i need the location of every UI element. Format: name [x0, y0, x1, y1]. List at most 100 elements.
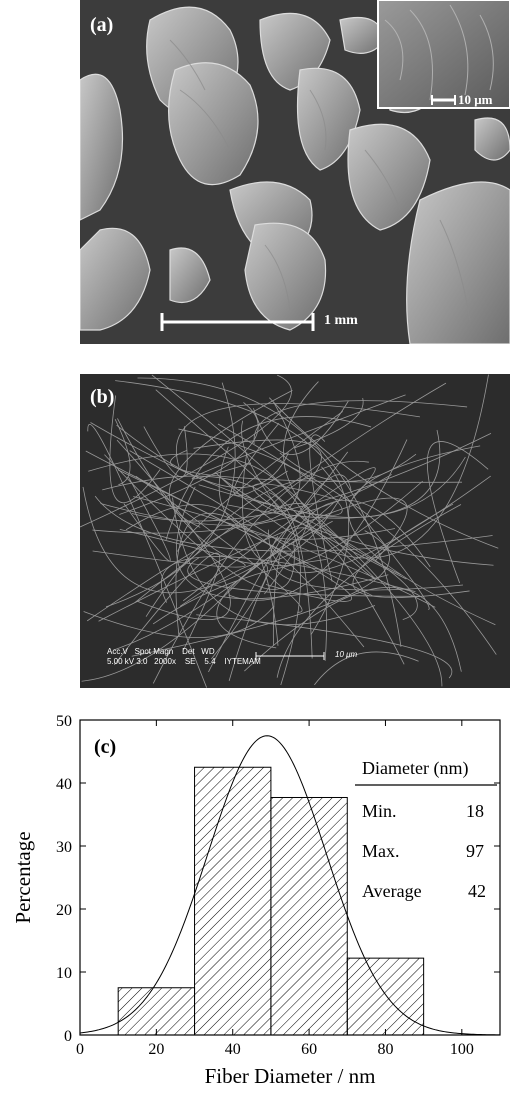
x-tick-label-40: 40 [225, 1041, 241, 1058]
axis-tick-labels: 0 20 40 60 80 100 0 10 20 30 40 50 [56, 713, 474, 1058]
nanofiber [152, 460, 369, 684]
nanofiber [143, 426, 188, 477]
scale-label-a: 1 mm [324, 313, 358, 328]
nanofiber [270, 535, 464, 591]
nanofiber [94, 495, 493, 552]
nanofiber [90, 422, 466, 518]
nanofiber [253, 400, 349, 455]
gaussian-fit-curve [79, 735, 501, 1036]
y-tick-label-30: 30 [56, 839, 72, 856]
panel-b-label: (b) [90, 386, 115, 408]
x-tick-label-20: 20 [148, 1041, 164, 1058]
nanofiber [133, 496, 436, 608]
nanofiber [88, 453, 327, 661]
nanofiber [193, 439, 322, 513]
x-tick-label-0: 0 [76, 1041, 84, 1058]
fiber-diameter-histogram: 0 20 40 60 80 100 0 10 20 30 40 50 Fiber Diameter /… [11, 713, 501, 1088]
nanofiber [182, 467, 376, 602]
nanofiber [215, 374, 489, 559]
nanofiber [253, 400, 468, 445]
nanofiber [268, 492, 313, 659]
nanofiber [175, 403, 420, 468]
y-tick-label-10: 10 [56, 965, 72, 982]
histogram-bar-1 [194, 766, 272, 1036]
x-tick-label-100: 100 [450, 1041, 474, 1058]
histogram-panel: 0 20 40 60 80 100 0 10 20 30 40 50 Fiber Diameter /… [0, 704, 510, 1093]
scale-bar-a [160, 313, 315, 331]
sem-image-b: (b) Acc.V Spot Magn Det WD 5.00 kV 3.0 2… [80, 374, 510, 688]
nanofiber [228, 439, 408, 601]
histogram-bars [117, 766, 425, 1036]
nanofiber [86, 503, 310, 622]
sem-image-a: (a) 10 μm 1 mm [80, 0, 510, 344]
inset-scale-label: 10 μm [458, 92, 493, 107]
nanofiber [198, 423, 343, 516]
nanofiber [176, 486, 389, 600]
nanofiber-network [80, 374, 499, 688]
table-header: Diameter (nm) [362, 758, 468, 779]
nanofiber [283, 381, 402, 576]
nanofiber [179, 562, 268, 660]
nanofiber [100, 402, 301, 526]
nanofiber [241, 420, 283, 513]
nanofiber [191, 394, 406, 480]
nanofiber [178, 428, 497, 655]
nanofiber [116, 424, 289, 488]
nanofiber [92, 528, 246, 568]
nanofiber [109, 395, 161, 504]
nanofiber [227, 429, 441, 519]
nanofiber [170, 450, 462, 483]
nanofiber [104, 454, 295, 590]
nanofiber [273, 527, 405, 665]
nanofiber [98, 497, 408, 622]
table-row-label-max: Max. [362, 841, 400, 861]
nanofiber [294, 397, 364, 449]
flake-texture [169, 39, 471, 321]
nanofiber [152, 558, 327, 625]
sem-info-header: Acc.V Spot Magn Det WD [107, 647, 215, 656]
sem-info-values: 5.00 kV 3.0 2000x SE 5.4 IYTEMAM [107, 657, 261, 666]
nanofiber [134, 382, 447, 604]
nanofiber [105, 382, 236, 608]
nanofiber [151, 374, 443, 687]
x-axis-label: Fiber Diameter / nm [205, 1064, 376, 1088]
nanofiber [352, 503, 470, 598]
x-tick-label-80: 80 [377, 1041, 393, 1058]
nanofiber [242, 452, 423, 567]
table-row-label-average: Average [362, 881, 422, 901]
axis-ticks [79, 719, 500, 1036]
nanofiber [216, 520, 333, 649]
nanofiber [123, 476, 171, 562]
plot-frame [79, 719, 501, 1036]
nanofiber [279, 452, 417, 482]
sem-image-b-drawing [80, 374, 510, 688]
nanofiber [309, 434, 333, 582]
nanofiber [426, 441, 489, 584]
sem-image-a-drawing [80, 0, 510, 344]
y-tick-label-40: 40 [56, 776, 72, 793]
nanofiber [102, 475, 301, 686]
inset-image [377, 0, 510, 109]
y-tick-label-20: 20 [56, 902, 72, 919]
nanofiber [168, 389, 293, 528]
nanofiber [253, 483, 407, 580]
nanofiber [116, 439, 231, 621]
x-tick-label-60: 60 [301, 1041, 317, 1058]
y-tick-label-50: 50 [56, 713, 72, 730]
nanofiber [348, 445, 496, 626]
nanofiber [119, 402, 259, 515]
y-axis-label: Percentage [11, 831, 35, 923]
nanofiber [131, 433, 492, 522]
histogram-bar-2 [270, 796, 348, 1036]
scale-label-b: 10 μm [335, 650, 358, 659]
nanofiber [85, 450, 374, 597]
nanofiber [321, 466, 430, 610]
scale-bar-b [255, 652, 325, 660]
table-row-value-average: 42 [468, 881, 486, 901]
panel-c-label: (c) [94, 736, 116, 758]
table-row-label-min: Min. [362, 801, 397, 821]
nanofiber [314, 651, 419, 686]
table-row-value-min: 18 [466, 801, 484, 821]
y-tick-label-0: 0 [64, 1028, 72, 1045]
nanofiber [177, 411, 343, 552]
